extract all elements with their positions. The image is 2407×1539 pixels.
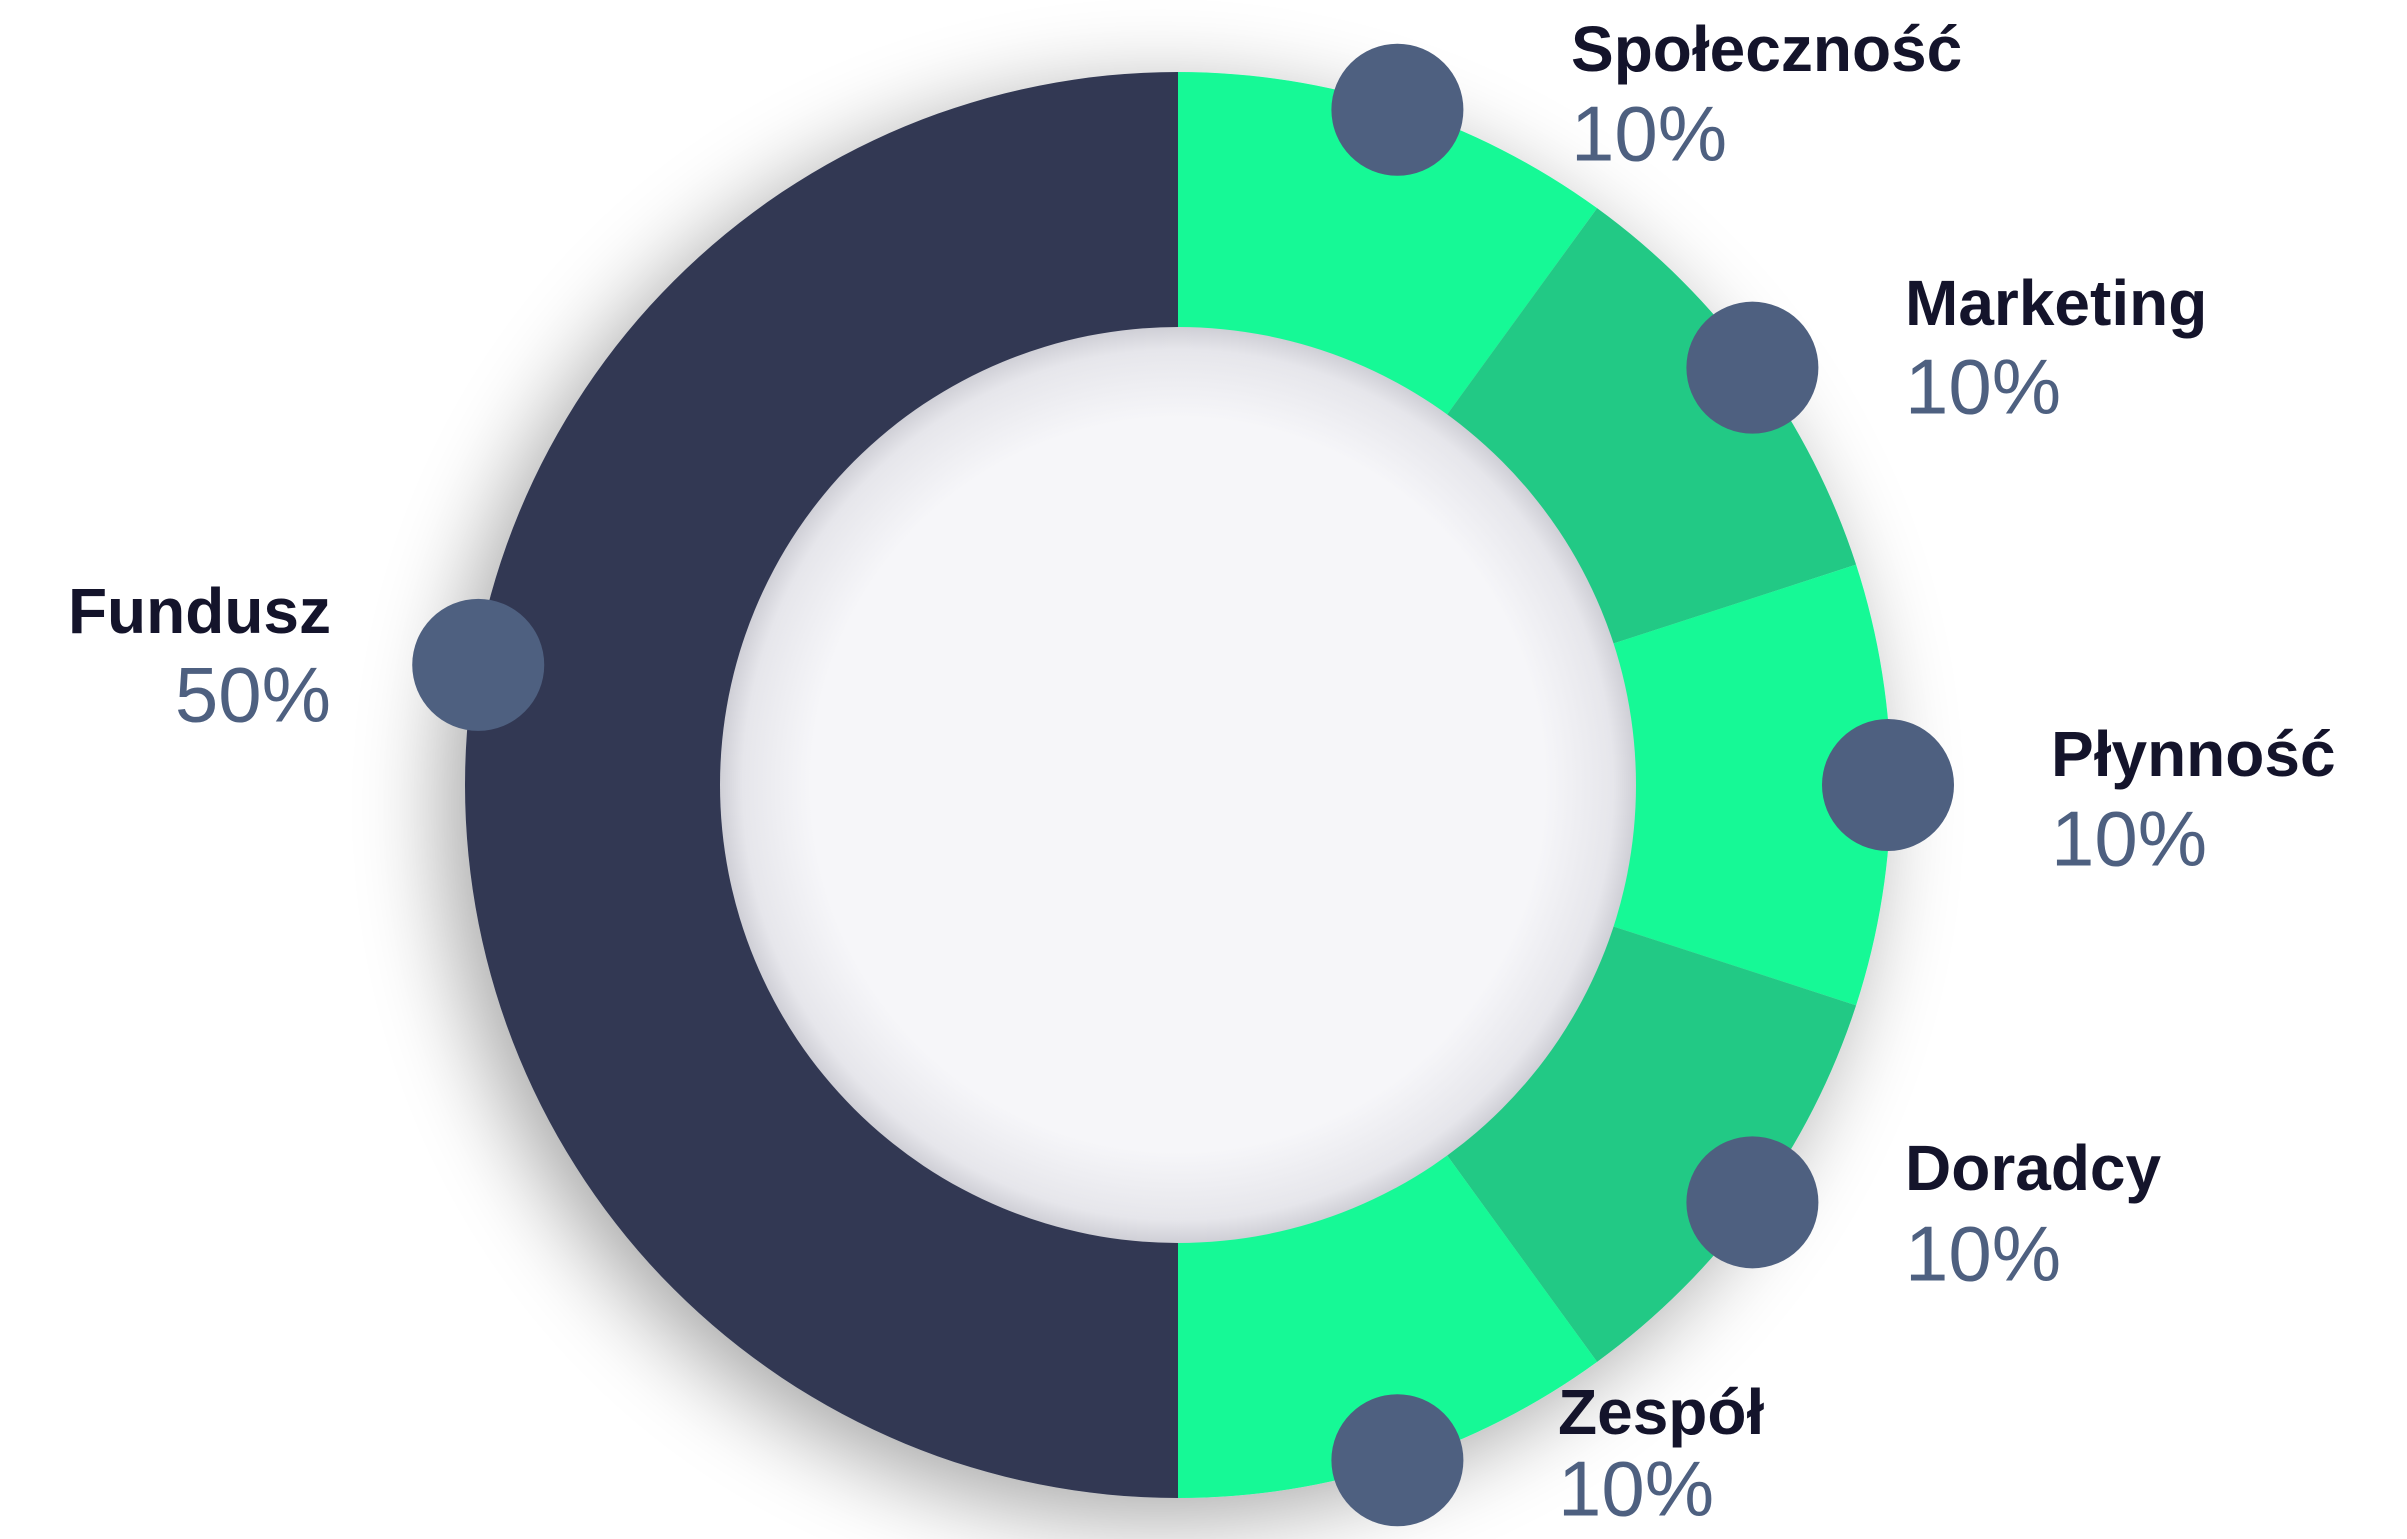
category-label: Zespół [1558,1376,1764,1448]
segment-marker [1686,301,1819,434]
donut-segment [1612,564,1891,1006]
donut [465,72,1891,1498]
segment-marker [1822,719,1954,851]
category-label: Doradcy [1905,1132,2162,1204]
category-label: Płynność [2051,718,2336,790]
donut-segment [465,72,1178,1498]
category-label: Marketing [1905,267,2207,339]
value-label: 50% [175,651,331,739]
segment-marker [412,598,545,731]
value-label: 10% [1558,1445,1714,1533]
category-label: Społeczność [1571,13,1962,85]
donut-segment [1178,72,1598,416]
value-label: 10% [2051,795,2207,883]
value-label: 10% [1571,90,1727,178]
donut-segment [1446,926,1857,1362]
segment-marker [1331,1394,1464,1527]
markers [412,43,1954,1527]
labels: Społeczność10%Marketing10%Płynność10%Dor… [68,13,2336,1533]
segment-marker [1686,1136,1819,1269]
category-label: Fundusz [68,575,331,647]
value-label: 10% [1905,343,2061,431]
segment-marker [1331,43,1464,176]
donut-segment [1446,208,1857,644]
donut-hole [720,327,1636,1243]
value-label: 10% [1905,1210,2061,1298]
donut-segment [1178,1154,1598,1498]
